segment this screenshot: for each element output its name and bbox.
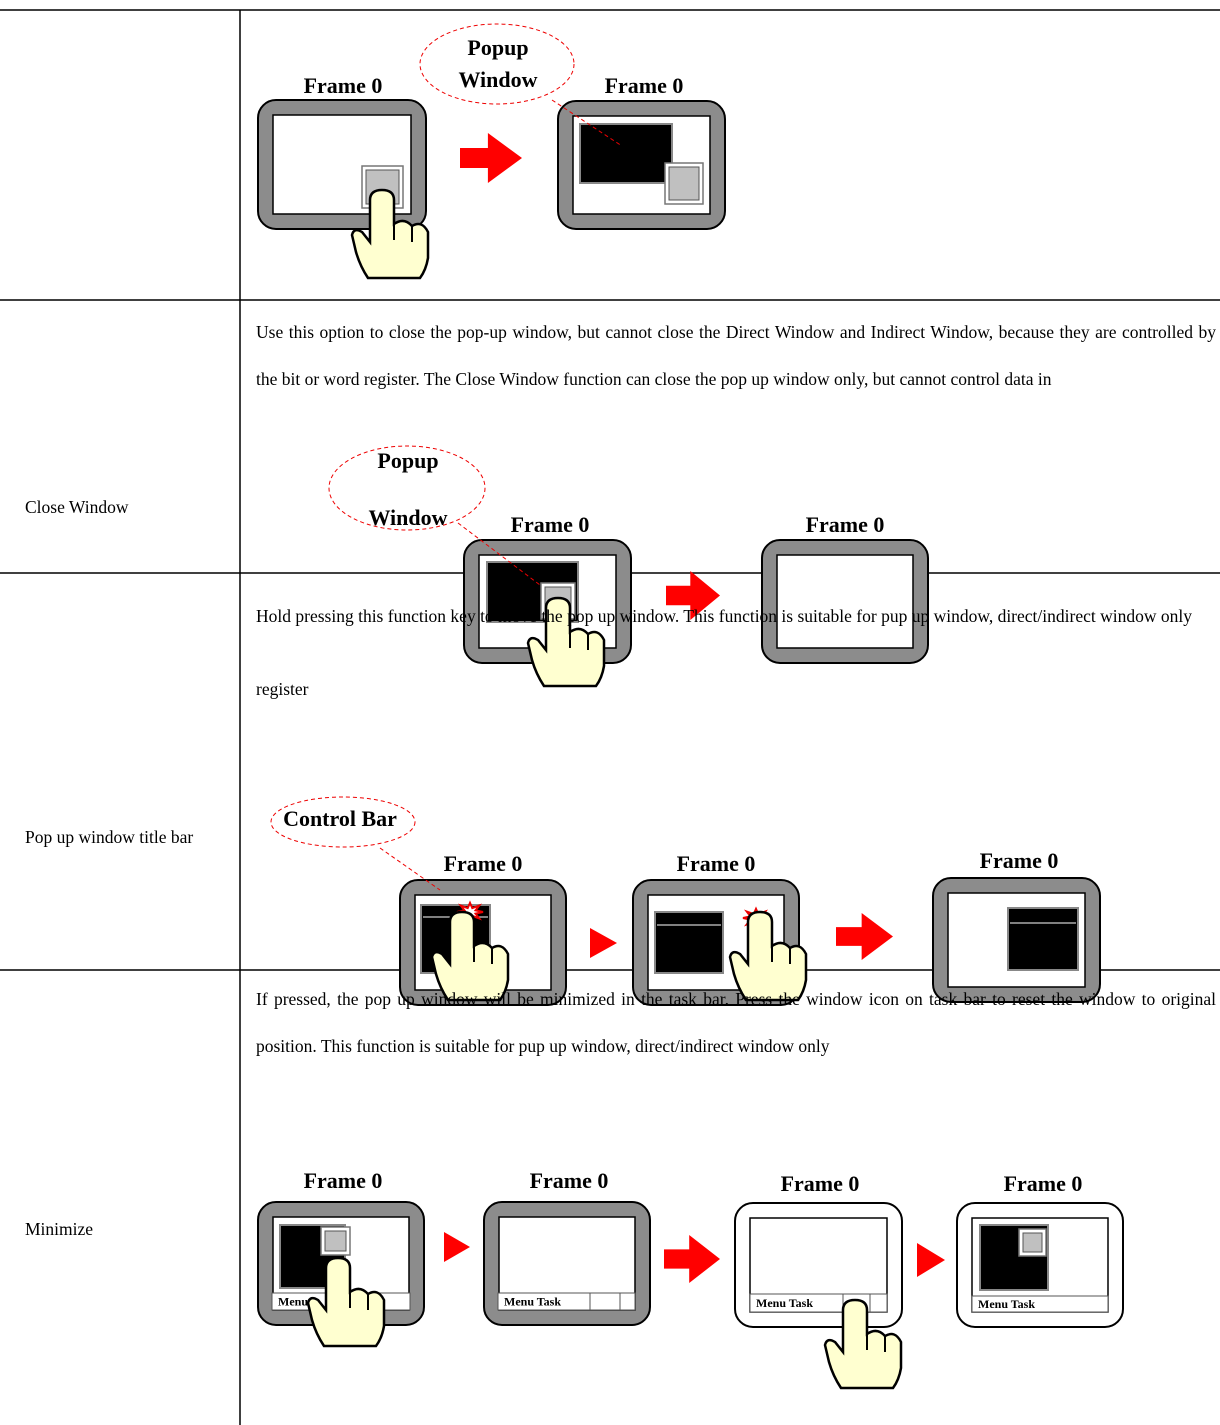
arrow <box>664 1235 720 1283</box>
taskbar-label: Menu Task <box>756 1296 813 1310</box>
arrow <box>460 133 522 183</box>
arrow <box>444 1232 470 1262</box>
hand <box>430 910 510 1002</box>
taskbar-label: Menu <box>278 1294 308 1308</box>
arrow <box>836 913 893 960</box>
frame-label: Frame 0 <box>1004 1171 1083 1196</box>
frame-label: Popup <box>377 448 438 473</box>
frame-label: Frame 0 <box>781 1171 860 1196</box>
frame-label: Frame 0 <box>304 73 383 98</box>
device-screen <box>776 554 914 649</box>
callout <box>328 445 486 531</box>
hand-crease <box>393 224 413 242</box>
popup-window <box>579 123 673 184</box>
frame-label: Frame 0 <box>511 512 590 537</box>
hand-crease <box>473 946 493 964</box>
popup-window <box>654 911 724 974</box>
arrow <box>666 571 720 620</box>
popup-window <box>1007 907 1079 971</box>
button-face <box>668 166 700 201</box>
row-text: If pressed, the pop up window will be mi… <box>256 989 1216 1056</box>
taskbar-label: Menu Task <box>504 1294 561 1308</box>
taskbar <box>497 1292 636 1311</box>
row-text: register <box>256 679 309 699</box>
frame-label: Frame 0 <box>980 848 1059 873</box>
arrow <box>917 1243 945 1277</box>
row-label: Minimize <box>25 1219 94 1239</box>
frame-label: Frame 0 <box>530 1168 609 1193</box>
callout-line <box>379 847 441 891</box>
frame-label: Control Bar <box>283 806 397 831</box>
callout-line <box>457 522 541 586</box>
hand <box>350 188 430 280</box>
row-label: Close Window <box>25 497 129 517</box>
row-label: Pop up window title bar <box>25 827 194 847</box>
hand <box>526 596 606 688</box>
callout <box>419 23 575 105</box>
frame-label: Frame 0 <box>806 512 885 537</box>
taskbar <box>971 1295 1109 1313</box>
button-face <box>324 1230 347 1252</box>
row-text: Hold pressing this function key to move … <box>256 606 1192 626</box>
hand <box>823 1298 903 1390</box>
hand-crease <box>866 1334 886 1352</box>
frame-label: Frame 0 <box>677 851 756 876</box>
frame-label: Frame 0 <box>304 1168 383 1193</box>
hand <box>728 910 808 1002</box>
row-text: Use this option to close the pop-up wind… <box>256 322 1216 389</box>
hand-crease <box>771 946 791 964</box>
frame-label: Window <box>368 505 447 530</box>
frame-label: Window <box>458 67 537 92</box>
frame-label: Frame 0 <box>605 73 684 98</box>
callout <box>270 796 416 848</box>
hand-crease <box>349 1292 369 1310</box>
frame-label: Frame 0 <box>444 851 523 876</box>
arrow <box>590 928 617 958</box>
frame-label: Popup <box>467 35 528 60</box>
button-face <box>1022 1232 1043 1253</box>
hand-crease <box>569 632 589 650</box>
hand <box>306 1256 386 1348</box>
taskbar-label: Menu Task <box>978 1297 1035 1311</box>
